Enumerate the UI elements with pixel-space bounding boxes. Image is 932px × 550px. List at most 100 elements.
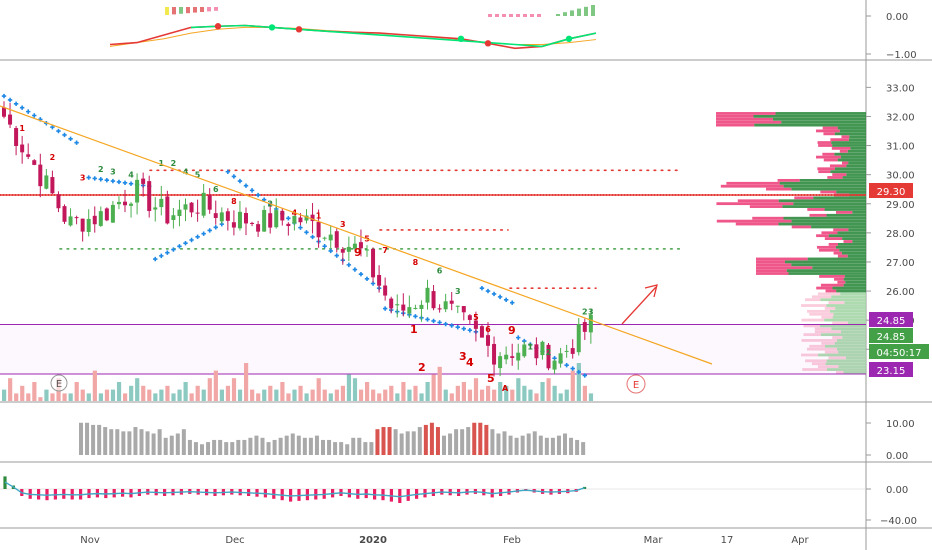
sar-dot <box>92 176 97 181</box>
dmi-bar <box>284 435 289 455</box>
dmi-axis: 10.00 0.00 <box>866 419 915 462</box>
wave-label: 1 <box>410 323 418 336</box>
profile-bar <box>816 155 841 159</box>
sar-dot <box>352 267 358 272</box>
td-count-label: 3 <box>340 220 346 229</box>
volume-bar <box>123 393 128 401</box>
volume-bar <box>86 393 91 401</box>
sar-dot <box>467 328 473 333</box>
volume-bar <box>431 374 436 401</box>
profile-bar <box>837 231 866 235</box>
candle-body <box>50 177 55 194</box>
volume-bar <box>129 385 134 401</box>
volume-bar <box>165 385 170 401</box>
dmi-tick-label: 0.00 <box>886 451 908 462</box>
profile-bar <box>756 257 808 261</box>
sar-dot <box>485 288 491 294</box>
td-count-label: 1 <box>159 159 165 168</box>
profile-bar <box>801 339 837 342</box>
dmi-bar <box>254 435 259 455</box>
earnings-marker[interactable]: E <box>50 374 68 392</box>
sar-dot <box>298 225 303 230</box>
profile-bar <box>777 178 800 182</box>
badge-text: 23.15 <box>877 366 906 377</box>
volume-bar <box>504 385 509 401</box>
profile-bar <box>835 307 866 310</box>
projection-arrow[interactable] <box>621 286 657 325</box>
profile-bar <box>752 216 784 220</box>
profile-bar <box>838 365 866 369</box>
trend-line[interactable] <box>0 105 713 365</box>
volume-bar <box>201 389 206 401</box>
earnings-marker[interactable]: E <box>626 374 646 394</box>
profile-bar <box>809 213 827 217</box>
price-candles <box>2 101 593 377</box>
volume-bar <box>546 378 551 401</box>
candle-body <box>570 348 575 354</box>
sar-dot <box>461 326 466 331</box>
sar-dot <box>128 181 134 186</box>
sar-dot <box>7 97 13 103</box>
osc-hist-bar <box>584 6 588 16</box>
volume-bar <box>346 374 352 401</box>
volume-bar <box>425 382 430 401</box>
badge-bg <box>869 362 913 377</box>
profile-bar <box>842 237 866 240</box>
sar-dot <box>68 136 73 141</box>
dmi-bar <box>224 442 229 455</box>
sar-dot <box>449 323 454 328</box>
wave-labels: 1 2 3 4 5 9 9 <box>354 246 516 385</box>
td-count-label: 2 <box>582 307 588 316</box>
profile-bar <box>849 135 866 139</box>
candle-body <box>582 322 587 332</box>
volume-bar <box>564 389 569 401</box>
profile-bar <box>837 126 866 130</box>
candle-body <box>26 154 31 157</box>
volume-bar <box>492 389 497 401</box>
profile-bar <box>737 199 779 203</box>
sar-dot <box>443 321 448 327</box>
profile-bar <box>845 356 866 360</box>
sar-dot <box>231 174 237 179</box>
profile-bar <box>828 234 866 238</box>
dmi-bar <box>272 439 277 455</box>
profile-bar <box>716 219 792 223</box>
profile-bar <box>832 315 866 319</box>
volume-bar <box>328 393 333 401</box>
volume-bar <box>358 389 364 401</box>
profile-bar <box>802 368 827 371</box>
candle-body <box>576 324 581 353</box>
dmi-bar <box>139 429 144 455</box>
time-axis: Nov Dec 2020 Feb Mar 17 Apr <box>80 535 809 546</box>
sar-dot <box>195 234 200 240</box>
volume-bar <box>213 370 218 401</box>
profile-bar <box>824 237 843 240</box>
candle-body <box>92 215 97 225</box>
td-count-label: 2 <box>546 348 552 357</box>
profile-bar <box>754 123 866 127</box>
profile-bar <box>811 362 826 366</box>
dmi-bar <box>484 424 489 455</box>
candle-body <box>522 344 527 357</box>
profile-bar <box>756 266 813 270</box>
profile-bar <box>843 277 866 281</box>
profile-bar <box>836 339 866 342</box>
volume-bar <box>177 389 182 401</box>
dmi-bar <box>163 437 168 455</box>
volume-bar <box>395 393 400 401</box>
profile-bar <box>836 371 844 374</box>
candle-body <box>2 107 6 117</box>
volume-bar <box>14 393 19 401</box>
td-count-label: 4 <box>183 168 189 177</box>
profile-bar <box>812 266 866 270</box>
profile-bar <box>817 292 841 296</box>
profile-bar <box>833 312 866 316</box>
sar-dot <box>413 314 418 319</box>
dmi-bar <box>175 433 180 455</box>
profile-bar <box>825 362 866 366</box>
profile-bar <box>838 243 866 246</box>
profile-bar <box>833 228 849 232</box>
td-count-label: 3 <box>588 307 594 316</box>
profile-bar <box>799 178 866 182</box>
sar-dot <box>304 230 309 235</box>
